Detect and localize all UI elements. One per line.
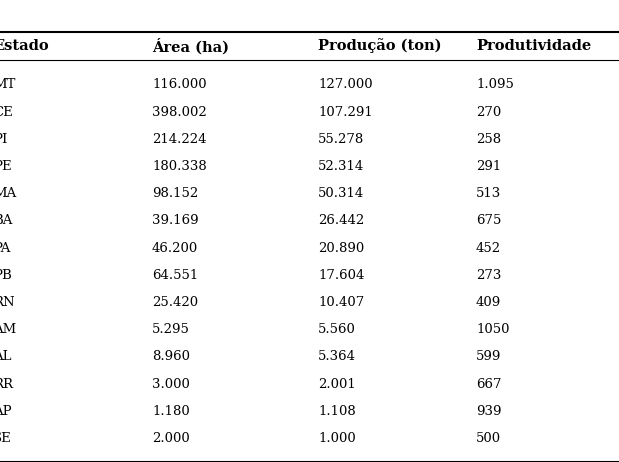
Text: 46.200: 46.200 — [152, 242, 198, 255]
Text: 20.890: 20.890 — [318, 242, 364, 255]
Text: 1050: 1050 — [476, 323, 509, 336]
Text: 1.000: 1.000 — [318, 432, 356, 445]
Text: 98.152: 98.152 — [152, 187, 198, 201]
Text: 270: 270 — [476, 106, 501, 119]
Text: 5.560: 5.560 — [318, 323, 356, 336]
Text: Área (ha): Área (ha) — [152, 38, 229, 54]
Text: AP: AP — [0, 405, 12, 418]
Text: 39.169: 39.169 — [152, 214, 199, 227]
Text: Produtividade: Produtividade — [476, 39, 591, 53]
Text: 10.407: 10.407 — [318, 296, 364, 309]
Text: 26.442: 26.442 — [318, 214, 364, 227]
Text: 273: 273 — [476, 269, 501, 282]
Text: 409: 409 — [476, 296, 501, 309]
Text: 64.551: 64.551 — [152, 269, 198, 282]
Text: 180.338: 180.338 — [152, 160, 207, 173]
Text: RN: RN — [0, 296, 15, 309]
Text: AM: AM — [0, 323, 16, 336]
Text: 939: 939 — [476, 405, 501, 418]
Text: 116.000: 116.000 — [152, 79, 207, 91]
Text: 127.000: 127.000 — [318, 79, 373, 91]
Text: 667: 667 — [476, 378, 501, 391]
Text: 55.278: 55.278 — [318, 133, 364, 146]
Text: 25.420: 25.420 — [152, 296, 198, 309]
Text: Produção (ton): Produção (ton) — [318, 38, 441, 54]
Text: Estado: Estado — [0, 39, 49, 53]
Text: 513: 513 — [476, 187, 501, 201]
Text: CE: CE — [0, 106, 13, 119]
Text: 675: 675 — [476, 214, 501, 227]
Text: 2.000: 2.000 — [152, 432, 190, 445]
Text: 17.604: 17.604 — [318, 269, 365, 282]
Text: PI: PI — [0, 133, 7, 146]
Text: 50.314: 50.314 — [318, 187, 364, 201]
Text: SE: SE — [0, 432, 12, 445]
Text: PB: PB — [0, 269, 12, 282]
Text: 452: 452 — [476, 242, 501, 255]
Text: 8.960: 8.960 — [152, 351, 190, 364]
Text: BA: BA — [0, 214, 12, 227]
Text: PE: PE — [0, 160, 12, 173]
Text: 214.224: 214.224 — [152, 133, 207, 146]
Text: MT: MT — [0, 79, 15, 91]
Text: 5.364: 5.364 — [318, 351, 356, 364]
Text: 1.095: 1.095 — [476, 79, 514, 91]
Text: RR: RR — [0, 378, 13, 391]
Text: 500: 500 — [476, 432, 501, 445]
Text: 599: 599 — [476, 351, 501, 364]
Text: PA: PA — [0, 242, 11, 255]
Text: 1.180: 1.180 — [152, 405, 190, 418]
Text: 3.000: 3.000 — [152, 378, 190, 391]
Text: MA: MA — [0, 187, 16, 201]
Text: 291: 291 — [476, 160, 501, 173]
Text: 5.295: 5.295 — [152, 323, 190, 336]
Text: 1.108: 1.108 — [318, 405, 356, 418]
Text: 52.314: 52.314 — [318, 160, 364, 173]
Text: 107.291: 107.291 — [318, 106, 373, 119]
Text: 258: 258 — [476, 133, 501, 146]
Text: 398.002: 398.002 — [152, 106, 207, 119]
Text: AL: AL — [0, 351, 12, 364]
Text: 2.001: 2.001 — [318, 378, 356, 391]
